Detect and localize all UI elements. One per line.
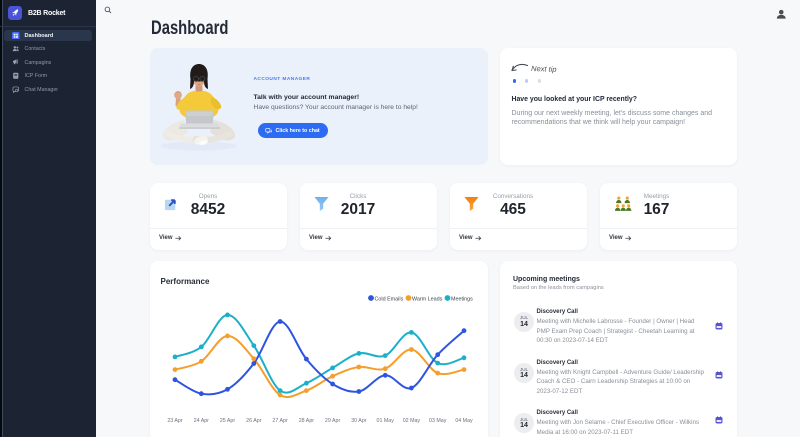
svg-text:30 Apr: 30 Apr (351, 418, 367, 424)
svg-text:23 Apr: 23 Apr (167, 418, 183, 424)
svg-text:25 Apr: 25 Apr (220, 418, 236, 424)
svg-text:29 Apr: 29 Apr (325, 418, 341, 424)
svg-text:04 May: 04 May (455, 418, 473, 424)
svg-text:26 Apr: 26 Apr (246, 418, 262, 424)
svg-text:Warm Leads: Warm Leads (412, 296, 443, 302)
svg-text:Next tip: Next tip (531, 64, 557, 74)
svg-text:24 Apr: 24 Apr (194, 418, 210, 424)
svg-text:Meetings: Meetings (451, 296, 473, 302)
svg-text:Cold Emails: Cold Emails (375, 296, 404, 302)
svg-text:01 May: 01 May (377, 418, 395, 424)
svg-text:28 Apr: 28 Apr (299, 418, 315, 424)
svg-text:02 May: 02 May (403, 418, 421, 424)
svg-text:03 May: 03 May (429, 418, 447, 424)
svg-text:27 Apr: 27 Apr (272, 418, 288, 424)
